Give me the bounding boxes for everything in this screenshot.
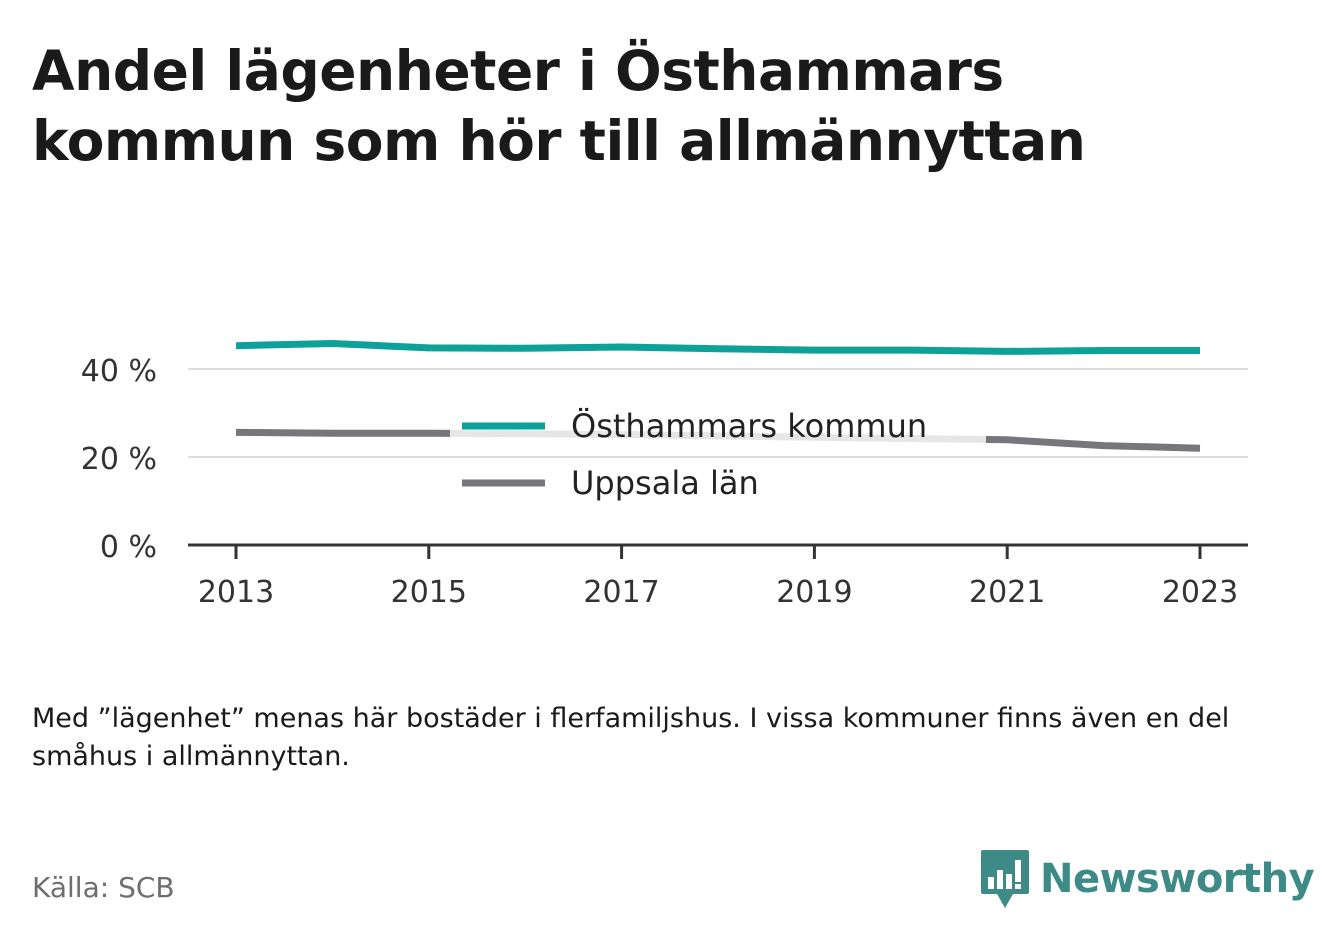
y-tick-label: 0 % — [100, 530, 157, 565]
y-tick-label: 40 % — [81, 354, 157, 389]
x-tick-label: 2019 — [776, 575, 852, 610]
chart-title: Andel lägenheter i Östhammars kommun som… — [32, 39, 1086, 173]
chart-note: Med ”lägenhet” menas här bostäder i fler… — [32, 703, 1230, 772]
brand-name: Newsworthy — [1040, 856, 1315, 902]
x-axis: 2013 2015 2017 2019 2021 2023 — [188, 543, 1248, 610]
grid-layer: 0 % 20 % 40 % — [81, 354, 1248, 565]
series-line — [235, 340, 1200, 355]
x-tick-label: 2013 — [198, 575, 274, 610]
brand-logo: Newsworthy — [980, 848, 1315, 910]
source-label: Källa: SCB — [32, 871, 175, 904]
x-tick-label: 2015 — [391, 575, 467, 610]
x-tick-label: 2021 — [969, 575, 1045, 610]
legend-label: Uppsala län — [571, 464, 759, 502]
y-tick-label: 20 % — [81, 442, 157, 477]
line-chart: 0 % 20 % 40 % 2013 2015 2017 2019 2021 2023 Öst… — [81, 340, 1248, 610]
newsworthy-logo-icon — [981, 850, 1029, 908]
legend-label: Östhammars kommun — [571, 407, 927, 445]
legend: Östhammars kommun Uppsala län — [450, 398, 986, 502]
x-tick-label: 2017 — [583, 575, 659, 610]
x-tick-label: 2023 — [1162, 575, 1238, 610]
